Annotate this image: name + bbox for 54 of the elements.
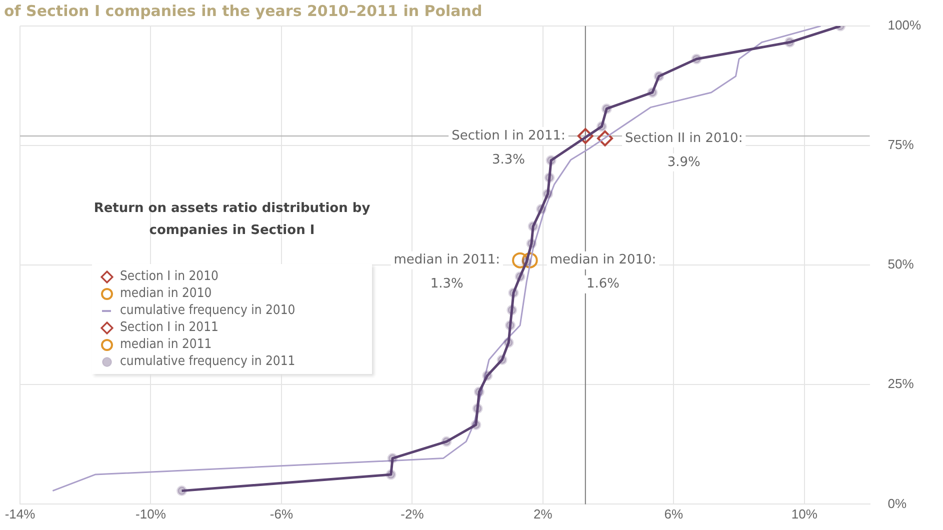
point xyxy=(546,155,556,166)
point xyxy=(601,103,612,114)
legend-label: median in 2011 xyxy=(120,337,212,352)
point xyxy=(536,204,547,214)
legend-label: median in 2010 xyxy=(120,286,212,301)
legend-label: Section I in 2011 xyxy=(120,320,218,335)
x-tick-label: -2% xyxy=(400,506,424,522)
point xyxy=(508,288,519,298)
y-tick-label: 100% xyxy=(888,18,922,33)
legend-label: cumulative frequency in 2011 xyxy=(120,354,296,369)
point xyxy=(512,252,528,268)
point xyxy=(647,87,658,98)
x-tick-label: -10% xyxy=(136,506,166,522)
point xyxy=(522,252,538,268)
point xyxy=(596,121,608,132)
point xyxy=(470,420,482,430)
annotation: median in 2010: 1.6% xyxy=(550,252,656,292)
x-tick-label: 2% xyxy=(534,506,553,522)
point xyxy=(504,320,516,331)
point xyxy=(528,221,538,232)
point xyxy=(474,386,484,398)
legend-label: Section I in 2010 xyxy=(120,269,218,284)
point xyxy=(503,337,514,348)
legend-label: cumulative frequency in 2010 xyxy=(120,303,296,318)
point xyxy=(526,238,537,249)
point xyxy=(472,403,483,414)
y-tick-label: 50% xyxy=(888,256,914,272)
point xyxy=(784,37,795,48)
x-tick-label: 6% xyxy=(664,506,684,522)
point xyxy=(654,70,664,82)
y-tick-label: 25% xyxy=(888,376,914,392)
point xyxy=(577,128,594,144)
chart-title: of Section I companies in the years 2010–2011 in Poland xyxy=(4,2,482,20)
point xyxy=(386,469,396,480)
point xyxy=(597,130,614,146)
annotation: Section II in 2010: 3.9% xyxy=(625,130,743,170)
point xyxy=(691,54,702,64)
point xyxy=(496,354,508,366)
legend-title: Return on assets ratio distribution by companies in Section I xyxy=(92,200,372,240)
point xyxy=(482,370,493,381)
point xyxy=(542,188,554,200)
point xyxy=(514,271,526,282)
annotation: median in 2011: 1.3% xyxy=(394,252,500,292)
point xyxy=(176,486,188,496)
x-tick-label: -6% xyxy=(270,506,294,522)
point xyxy=(506,304,518,316)
x-tick-label: -14% xyxy=(4,506,36,522)
x-tick-label: 10% xyxy=(791,506,818,522)
point xyxy=(441,436,452,447)
y-tick-label: 75% xyxy=(888,137,914,152)
point xyxy=(544,172,555,183)
point xyxy=(387,453,398,464)
y-tick-label: 0% xyxy=(888,496,907,511)
annotation: Section I in 2011: 3.3% xyxy=(452,128,566,168)
